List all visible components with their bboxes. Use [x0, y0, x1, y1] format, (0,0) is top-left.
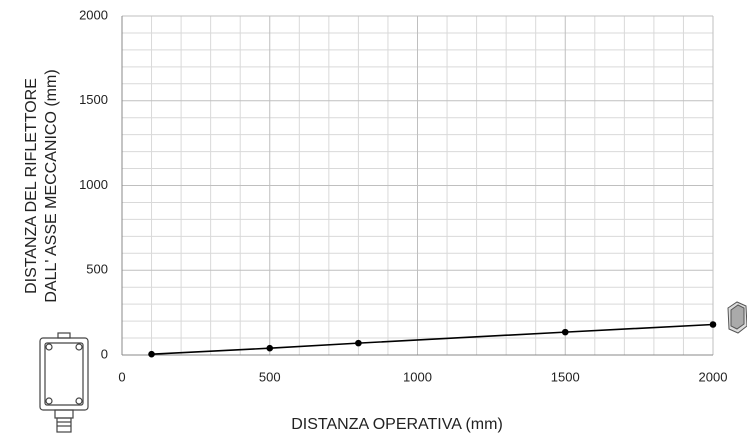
reflector-icon: [727, 301, 747, 334]
data-point: [561, 328, 569, 336]
x-tick-label: 500: [259, 369, 281, 384]
x-axis-label: DISTANZA OPERATIVA (mm): [291, 416, 503, 433]
x-tick-label: 2000: [699, 369, 728, 384]
data-point: [355, 339, 362, 347]
y-axis-label-line: DISTANZA DEL RIFLETTORE: [23, 78, 40, 294]
y-tick-label: 1000: [79, 177, 108, 192]
x-tick-label: 0: [118, 369, 125, 384]
data-point: [709, 321, 717, 328]
y-tick-label: 500: [86, 262, 108, 277]
x-tick-label: 1500: [551, 369, 580, 384]
y-axis-label-line: DALL' ASSE MECCANICO (mm): [43, 69, 60, 302]
y-tick-label: 2000: [79, 7, 108, 22]
y-axis-label: DISTANZA DEL RIFLETTORE DALL' ASSE MECCA…: [23, 69, 60, 302]
data-point: [266, 344, 274, 352]
sensor-icon: [39, 332, 89, 433]
series-line: [151, 323, 714, 355]
data-point: [148, 350, 155, 358]
y-tick-label: 0: [101, 346, 108, 361]
y-tick-label: 1500: [79, 92, 108, 107]
x-tick-label: 1000: [403, 369, 432, 384]
